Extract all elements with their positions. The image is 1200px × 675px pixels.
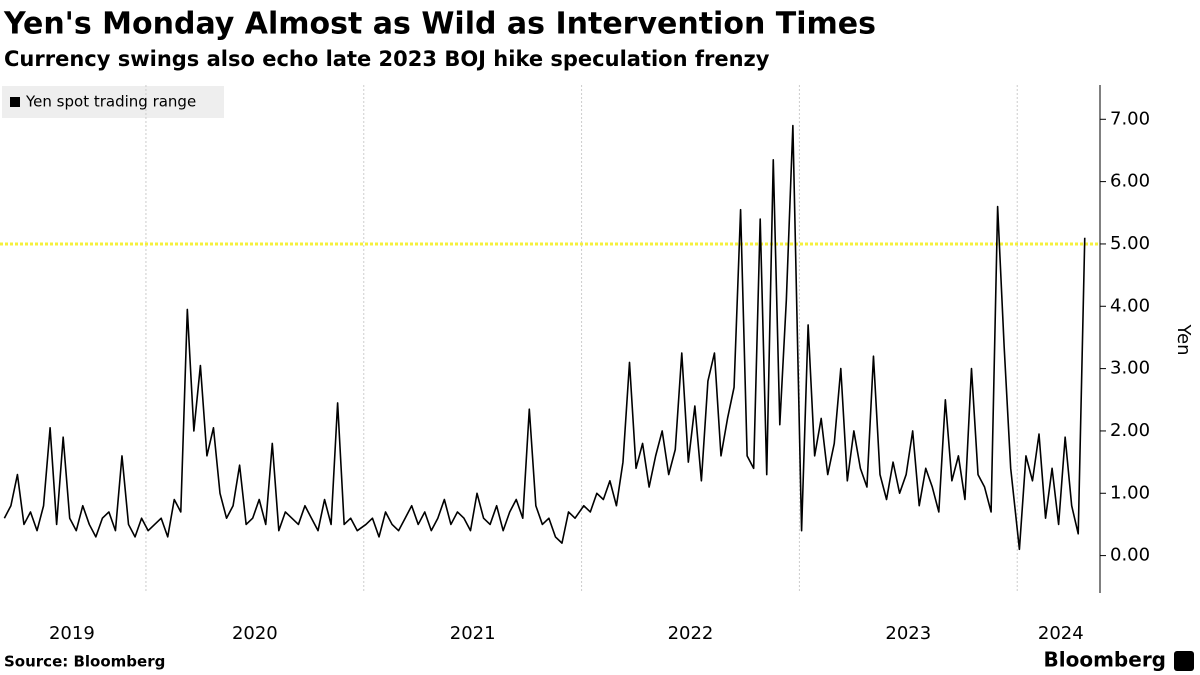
y-tick-label: 1.00 [1110, 482, 1150, 503]
legend-swatch [10, 97, 20, 107]
x-tick-label: 2023 [885, 623, 931, 644]
chart-subtitle: Currency swings also echo late 2023 BOJ … [4, 47, 770, 71]
y-tick-label: 7.00 [1110, 108, 1150, 129]
x-tick-label: 2024 [1038, 623, 1084, 644]
y-axis-label: Yen [1173, 323, 1194, 355]
x-tick-label: 2020 [232, 623, 278, 644]
x-tick-label: 2022 [668, 623, 714, 644]
y-tick-label: 5.00 [1110, 233, 1150, 254]
source: Source: Bloomberg [4, 653, 165, 671]
y-tick-label: 6.00 [1110, 171, 1150, 192]
x-tick-label: 2019 [49, 623, 95, 644]
y-tick-label: 4.00 [1110, 295, 1150, 316]
y-tick-label: 3.00 [1110, 358, 1150, 379]
legend-box [2, 86, 224, 118]
brand-icon [1174, 651, 1194, 671]
y-tick-label: 0.00 [1110, 545, 1150, 566]
x-tick-label: 2021 [450, 623, 496, 644]
y-tick-label: 2.00 [1110, 420, 1150, 441]
legend-label: Yen spot trading range [25, 93, 196, 111]
brand: Bloomberg [1044, 648, 1166, 672]
chart-title: Yen's Monday Almost as Wild as Intervent… [3, 7, 876, 42]
line-series [3, 124, 1086, 551]
